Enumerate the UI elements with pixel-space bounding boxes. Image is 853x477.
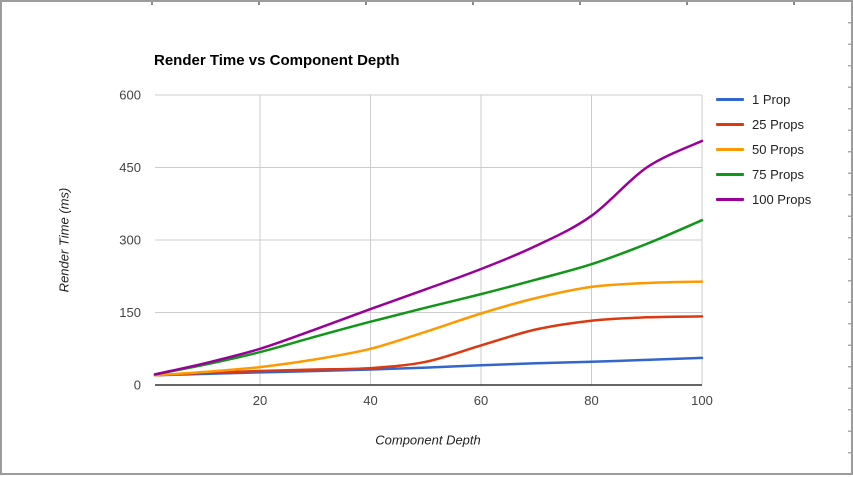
- legend-swatch: [716, 173, 744, 176]
- legend-swatch: [716, 198, 744, 201]
- y-tick-label: 150: [119, 305, 141, 320]
- x-tick-label: 40: [363, 393, 377, 408]
- legend-label: 50 Props: [752, 142, 805, 157]
- legend-item: 75 Props: [716, 162, 811, 187]
- legend-item: 50 Props: [716, 137, 811, 162]
- legend-label: 75 Props: [752, 167, 805, 182]
- legend-swatch: [716, 148, 744, 151]
- x-tick-label: 60: [474, 393, 488, 408]
- series-line-1-prop: [153, 356, 704, 377]
- y-tick-label: 450: [119, 160, 141, 175]
- chart-title: Render Time vs Component Depth: [154, 52, 400, 69]
- series-line-75-props: [153, 218, 704, 376]
- y-tick-label: 0: [134, 378, 141, 393]
- window-top-border: [2, 2, 851, 5]
- y-tick-label: 300: [119, 233, 141, 248]
- legend-swatch: [716, 98, 744, 101]
- x-tick-label: 100: [691, 393, 713, 408]
- x-tick-label: 80: [584, 393, 598, 408]
- window-right-border: [848, 2, 851, 473]
- legend-label: 100 Props: [752, 192, 812, 207]
- legend-item: 1 Prop: [716, 87, 811, 112]
- series-line-50-props: [153, 280, 704, 377]
- series-line-100-props: [153, 139, 704, 376]
- legend-swatch: [716, 123, 744, 126]
- x-tick-label: 20: [253, 393, 267, 408]
- series-line-25-props: [153, 315, 704, 377]
- legend-label: 25 Props: [752, 117, 805, 132]
- legend-label: 1 Prop: [752, 92, 791, 107]
- legend-item: 100 Props: [716, 187, 811, 212]
- legend-item: 25 Props: [716, 112, 811, 137]
- legend: 1 Prop 25 Props 50 Props 75 Props 100 Props: [716, 87, 811, 212]
- y-tick-label: 600: [119, 88, 141, 103]
- x-axis-title: Component Depth: [375, 432, 481, 448]
